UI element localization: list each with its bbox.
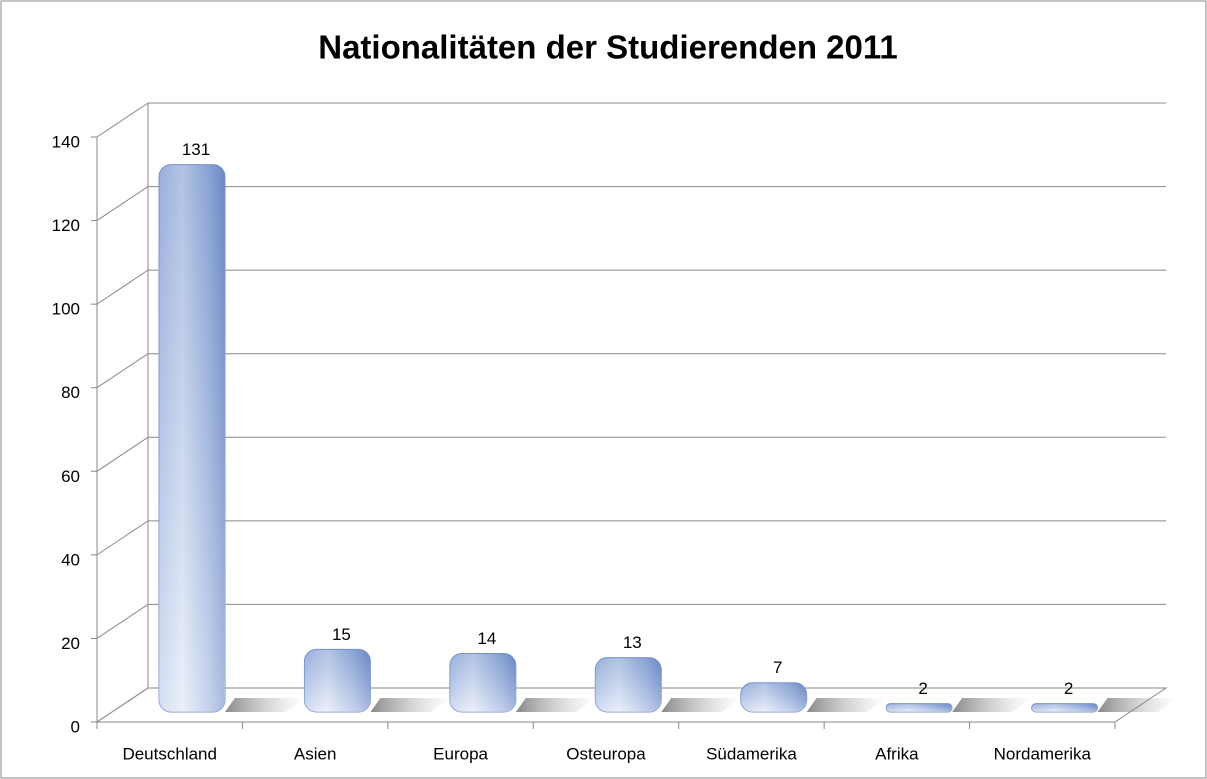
bar-shade <box>159 164 225 712</box>
y-tick-label: 20 <box>61 634 80 653</box>
y-tick-label: 100 <box>52 300 80 319</box>
value-label: 2 <box>918 679 927 698</box>
value-label: 7 <box>773 658 782 677</box>
y-tick-label: 40 <box>61 550 80 569</box>
bar-shade <box>304 649 371 712</box>
bar-shadow <box>370 698 451 712</box>
grid-line <box>96 604 149 639</box>
value-label: 131 <box>182 140 210 159</box>
bar-shadow <box>225 698 305 712</box>
y-tick-label: 0 <box>71 717 80 736</box>
y-tick-label: 80 <box>61 383 80 402</box>
x-tick-label: Osteuropa <box>566 744 646 763</box>
x-tick-label: Südamerika <box>706 744 797 763</box>
value-label: 15 <box>332 625 351 644</box>
bar-shade <box>595 657 662 712</box>
bar-shade <box>886 703 953 712</box>
y-tick-label: 60 <box>61 467 80 486</box>
y-tick-label: 120 <box>52 216 80 235</box>
bar-shadow <box>806 698 887 712</box>
grid-line <box>96 436 149 472</box>
value-label: 14 <box>477 629 496 648</box>
grid-line <box>96 520 149 556</box>
x-tick-label: Afrika <box>875 744 919 763</box>
bar-shadow <box>661 698 742 712</box>
grid-line <box>96 353 149 389</box>
x-tick-label: Deutschland <box>122 744 217 763</box>
bar-shadow <box>515 698 596 712</box>
grid-line <box>96 186 149 221</box>
bar-shade <box>449 653 516 712</box>
bar-shadow <box>1097 698 1178 712</box>
x-tick-label: Nordamerika <box>994 744 1092 763</box>
bar-shade <box>740 682 807 712</box>
grid-line <box>96 269 149 305</box>
x-tick-label: Europa <box>433 744 488 763</box>
chart-title: Nationalitäten der Studierenden 2011 <box>318 29 898 66</box>
value-label: 13 <box>623 633 642 652</box>
bar-shadow <box>952 698 1033 712</box>
grid-line <box>96 687 149 723</box>
value-label: 2 <box>1064 679 1073 698</box>
bar-shade <box>1031 703 1098 712</box>
y-tick-label: 140 <box>52 132 80 151</box>
grid-line <box>96 102 149 138</box>
x-tick-label: Asien <box>294 744 337 763</box>
